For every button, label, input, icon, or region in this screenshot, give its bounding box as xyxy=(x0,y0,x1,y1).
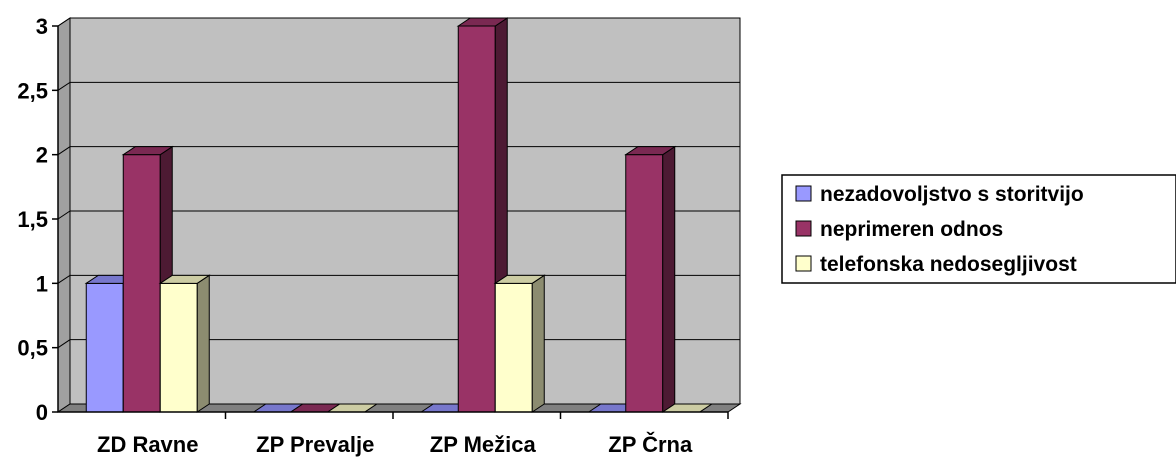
legend-swatch xyxy=(795,255,812,272)
gridline xyxy=(57,81,740,91)
axes xyxy=(52,25,729,419)
gridline xyxy=(57,210,740,220)
x-tick-label: ZP Črna xyxy=(608,432,693,457)
legend-swatch xyxy=(795,220,812,237)
legend-label: telefonska nedosegljivost xyxy=(820,253,1077,276)
x-tick-label: ZP Prevalje xyxy=(256,432,374,457)
bars xyxy=(84,17,714,413)
bar xyxy=(661,403,714,413)
y-tick-label: 1 xyxy=(36,271,48,296)
legend-label: neprimeren odnos xyxy=(820,218,1003,241)
gridline xyxy=(57,17,740,27)
y-tick-label: 2,5 xyxy=(17,78,48,103)
y-tick-label: 1,5 xyxy=(17,207,48,232)
y-tick-label: 0,5 xyxy=(17,336,48,361)
gridline xyxy=(57,146,740,156)
bar xyxy=(158,274,211,413)
x-tick-label: ZD Ravne xyxy=(97,432,198,457)
y-tick-label: 0 xyxy=(36,400,48,425)
x-tick-label: ZP Mežica xyxy=(430,432,537,457)
bar xyxy=(493,274,546,413)
bar xyxy=(624,145,677,413)
y-tick-label: 2 xyxy=(36,143,48,168)
y-tick-labels: 0 0,5 1 1,5 2 2,5 3 xyxy=(17,14,48,425)
legend-label: nezadovoljstvo s storitvijo xyxy=(820,183,1084,206)
y-tick-label: 3 xyxy=(36,14,48,39)
x-tick-labels: ZD Ravne ZP Prevalje ZP Mežica ZP Črna xyxy=(97,432,693,457)
legend-swatch xyxy=(795,185,812,202)
legend-box xyxy=(781,174,1176,284)
legend: nezadovoljstvo s storitvijo neprimeren od… xyxy=(781,174,1176,284)
